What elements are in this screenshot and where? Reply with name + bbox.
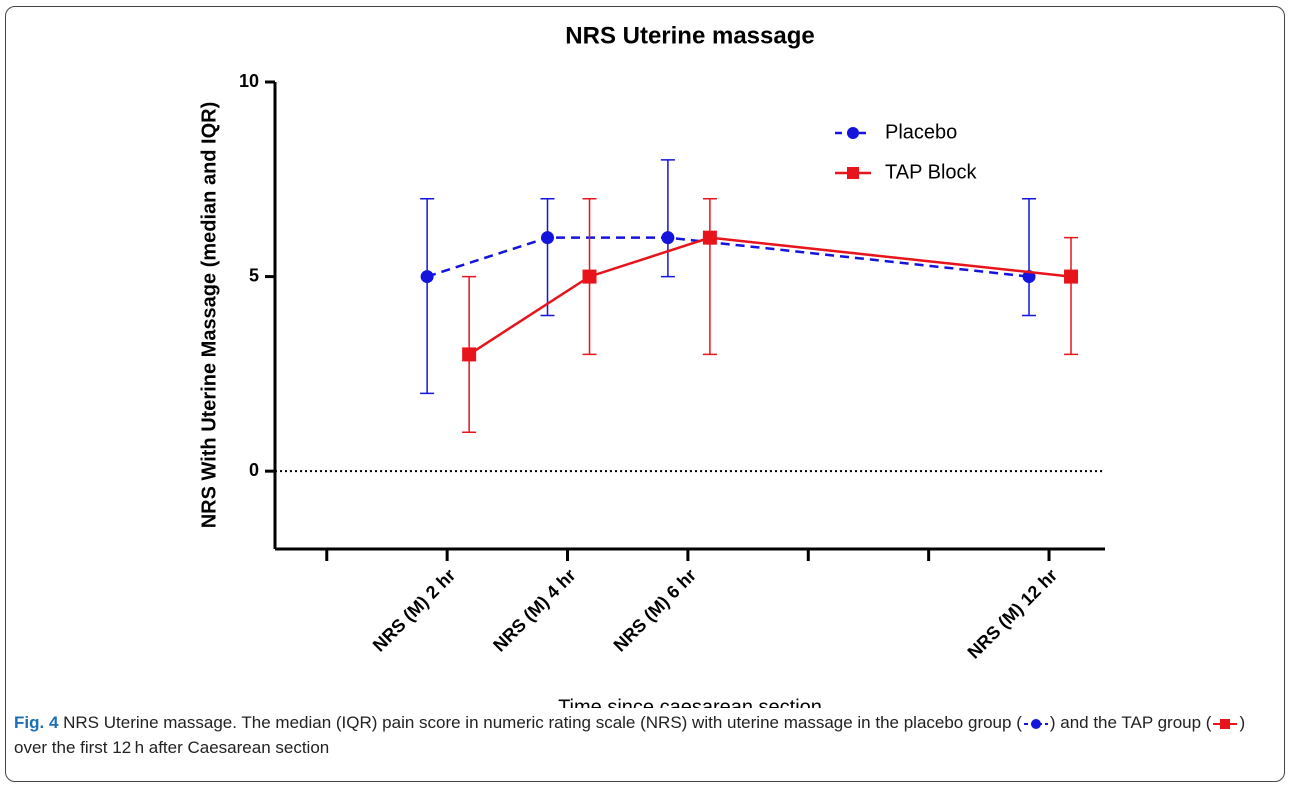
legend-label: Placebo [885,121,957,143]
marker [420,270,434,284]
caption-symbol [1213,718,1238,729]
marker [462,347,477,362]
x-tick-label: NRS (M) 6 hr [610,565,701,656]
marker [1064,269,1079,284]
caption-text: ) over the first 12 h after Caesarean se… [14,713,1246,757]
marker [541,231,555,245]
error-bar [1064,236,1079,356]
legend-label: TAP Block [885,161,978,183]
error-bar [702,198,717,356]
marker [582,269,597,284]
legend-marker [847,167,859,179]
chart-title: NRS Uterine massage [565,22,814,49]
error-bar [1022,198,1037,317]
x-tick-label: NRS (M) 12 hr [964,565,1062,663]
caption-text: NRS Uterine massage. The median (IQR) pa… [58,713,1022,732]
caption-symbol [1023,718,1048,729]
series-line [468,236,1072,356]
error-bar [540,198,555,317]
x-tick-label: NRS (M) 2 hr [369,565,460,656]
y-tick-label: 5 [249,265,259,285]
error-bar [660,159,675,278]
figure-frame [5,6,1285,782]
marker [702,230,717,245]
x-tick-label: NRS (M) 4 hr [489,565,580,656]
chart: NRS Uterine massage NRS With Uterine Mas… [198,22,1105,708]
y-tick-label: 0 [249,460,259,480]
x-axis-label: Time since caesarean section [558,696,822,708]
series-line [426,236,1030,278]
caption: Fig. 4 NRS Uterine massage. The median (… [14,710,1278,760]
error-bar [420,198,435,395]
y-axis-label: NRS With Uterine Massage (median and IQR… [198,102,220,529]
caption-text: ) and the TAP group ( [1049,713,1212,732]
y-tick-label: 10 [239,71,259,91]
legend-marker [847,127,859,139]
caption-label: Fig. 4 [14,713,59,732]
marker [661,231,675,245]
